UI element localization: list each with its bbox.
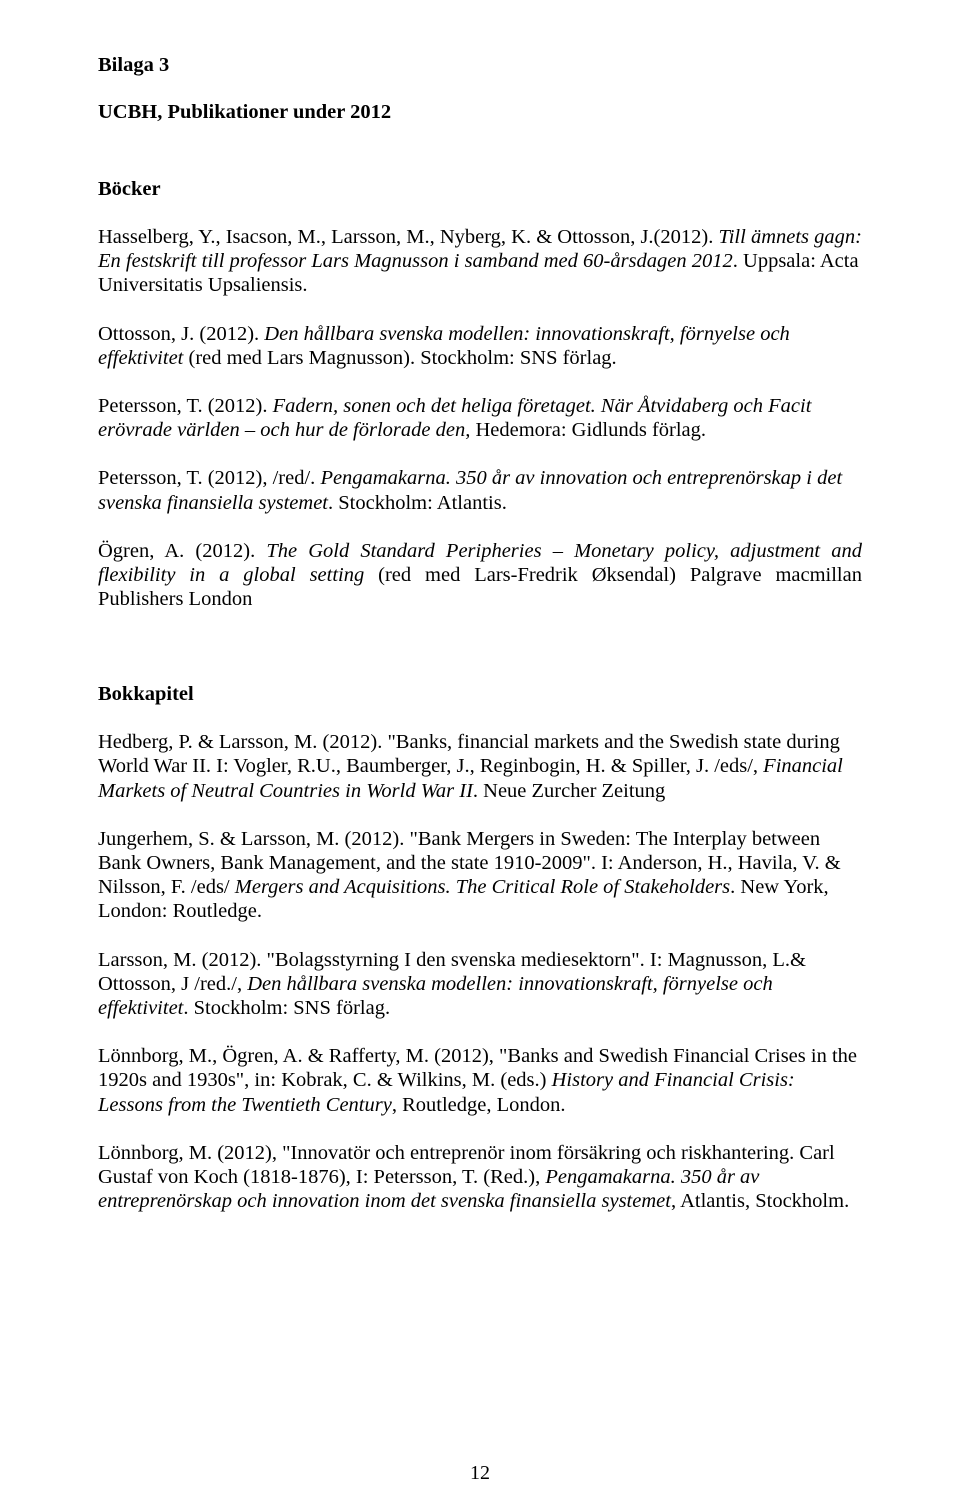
citation-text: Petersson, T. (2012), /red/.: [98, 467, 320, 489]
citation-2: Ottosson, J. (2012). Den hållbara svensk…: [98, 322, 862, 370]
citation-tail: . Stockholm: Atlantis.: [328, 492, 507, 514]
citation-6: Hedberg, P. & Larsson, M. (2012). "Banks…: [98, 730, 862, 803]
citation-text: Ögren, A. (2012).: [98, 540, 266, 562]
citation-tail: . Neue Zurcher Zeitung: [473, 780, 665, 802]
page: Bilaga 3 UCBH, Publikationer under 2012 …: [0, 0, 960, 1509]
citation-1: Hasselberg, Y., Isacson, M., Larsson, M.…: [98, 225, 862, 298]
citation-tail: . Stockholm: SNS förlag.: [183, 997, 390, 1019]
citation-7: Jungerhem, S. & Larsson, M. (2012). "Ban…: [98, 827, 862, 924]
citation-9: Lönnborg, M., Ögren, A. & Rafferty, M. (…: [98, 1044, 862, 1117]
citation-8: Larsson, M. (2012). "Bolagsstyrning I de…: [98, 948, 862, 1021]
page-number: 12: [0, 1462, 960, 1485]
citation-5: Ögren, A. (2012). The Gold Standard Peri…: [98, 539, 862, 612]
citation-4: Petersson, T. (2012), /red/. Pengamakarn…: [98, 466, 862, 514]
citation-text: Hasselberg, Y., Isacson, M., Larsson, M.…: [98, 226, 718, 248]
section-heading-chapters: Bokkapitel: [98, 683, 862, 706]
citation-text: Hedberg, P. & Larsson, M. (2012). "Banks…: [98, 731, 840, 777]
section-heading-books: Böcker: [98, 178, 862, 201]
citation-tail: (red med Lars Magnusson). Stockholm: SNS…: [183, 347, 616, 369]
citation-text: Petersson, T. (2012).: [98, 395, 273, 417]
citation-title: Mergers and Acquisitions. The Critical R…: [235, 876, 730, 898]
citation-tail: Hedemora: Gidlunds förlag.: [475, 419, 706, 441]
citation-10: Lönnborg, M. (2012), "Innovatör och entr…: [98, 1141, 862, 1214]
attachment-label: Bilaga 3: [98, 54, 862, 77]
citation-tail: , Atlantis, Stockholm.: [671, 1190, 849, 1212]
page-title: UCBH, Publikationer under 2012: [98, 101, 862, 124]
citation-tail: , Routledge, London.: [392, 1094, 566, 1116]
citation-text: Ottosson, J. (2012).: [98, 323, 264, 345]
citation-3: Petersson, T. (2012). Fadern, sonen och …: [98, 394, 862, 442]
